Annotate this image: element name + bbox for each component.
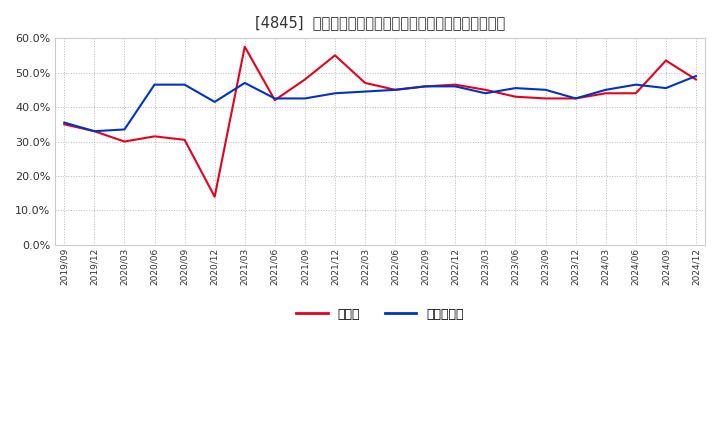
Legend: 現顓金, 有利子負債: 現顓金, 有利子負債 [292, 303, 469, 326]
Title: [4845]  現顓金、有利子負債の総資産に対する比率の推移: [4845] 現顓金、有利子負債の総資産に対する比率の推移 [255, 15, 505, 30]
